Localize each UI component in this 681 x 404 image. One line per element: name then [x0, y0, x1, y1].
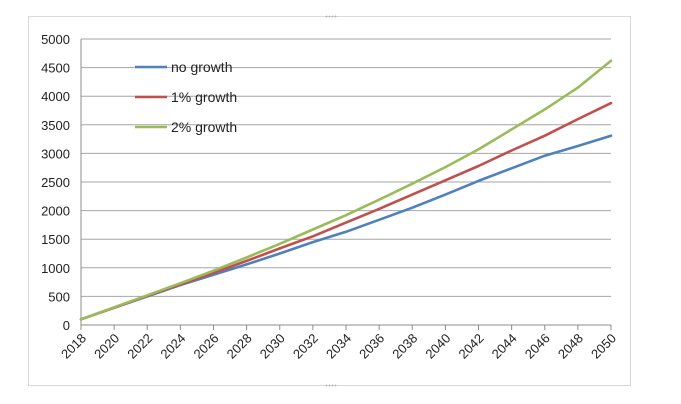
y-tick-label: 3000 [41, 146, 70, 161]
y-tick-label: 2000 [41, 204, 70, 219]
x-tick-label: 2022 [124, 331, 155, 362]
resize-handle-top[interactable] [325, 15, 337, 18]
legend-label: 2% growth [171, 119, 237, 135]
legend-label: no growth [171, 59, 232, 75]
x-tick-label: 2036 [356, 331, 387, 362]
x-tick-label: 2026 [191, 331, 222, 362]
x-tick-label: 2046 [522, 331, 553, 362]
x-tick-label: 2020 [91, 331, 122, 362]
y-tick-label: 1000 [41, 261, 70, 276]
y-tick-label: 1500 [41, 232, 70, 247]
y-tick-label: 4500 [41, 61, 70, 76]
axes: 0 500 1000 1500 2000 2500 3000 3500 4000 4500 5000… [41, 32, 619, 362]
x-tick-label: 2040 [422, 331, 453, 362]
legend-label: 1% growth [171, 89, 237, 105]
x-tick-label: 2030 [257, 331, 288, 362]
x-tick-label: 2042 [456, 331, 487, 362]
y-tick-label: 500 [48, 289, 70, 304]
gridlines [81, 38, 611, 297]
x-tick-label: 2050 [588, 331, 619, 362]
y-tick-label: 2500 [41, 175, 70, 190]
x-tick-label: 2034 [323, 331, 354, 362]
legend: no growth 1% growth 2% growth [135, 59, 237, 135]
y-tick-label: 0 [63, 318, 70, 333]
series-line-1-growth [79, 101, 613, 321]
y-tick-label: 5000 [41, 32, 70, 47]
x-tick-label: 2048 [555, 331, 586, 362]
x-tick-label: 2018 [58, 331, 89, 362]
series-line-2-growth [79, 59, 613, 321]
x-tick-label: 2024 [157, 331, 188, 362]
series-lines [79, 59, 613, 321]
resize-handle-bottom[interactable] [325, 384, 337, 387]
y-tick-label: 3500 [41, 118, 70, 133]
chart-frame[interactable] [28, 15, 631, 387]
y-tick-label: 4000 [41, 89, 70, 104]
x-tick-label: 2038 [389, 331, 420, 362]
x-tick-label: 2032 [290, 331, 321, 362]
x-tick-label: 2028 [224, 331, 255, 362]
x-tick-label: 2044 [489, 331, 520, 362]
